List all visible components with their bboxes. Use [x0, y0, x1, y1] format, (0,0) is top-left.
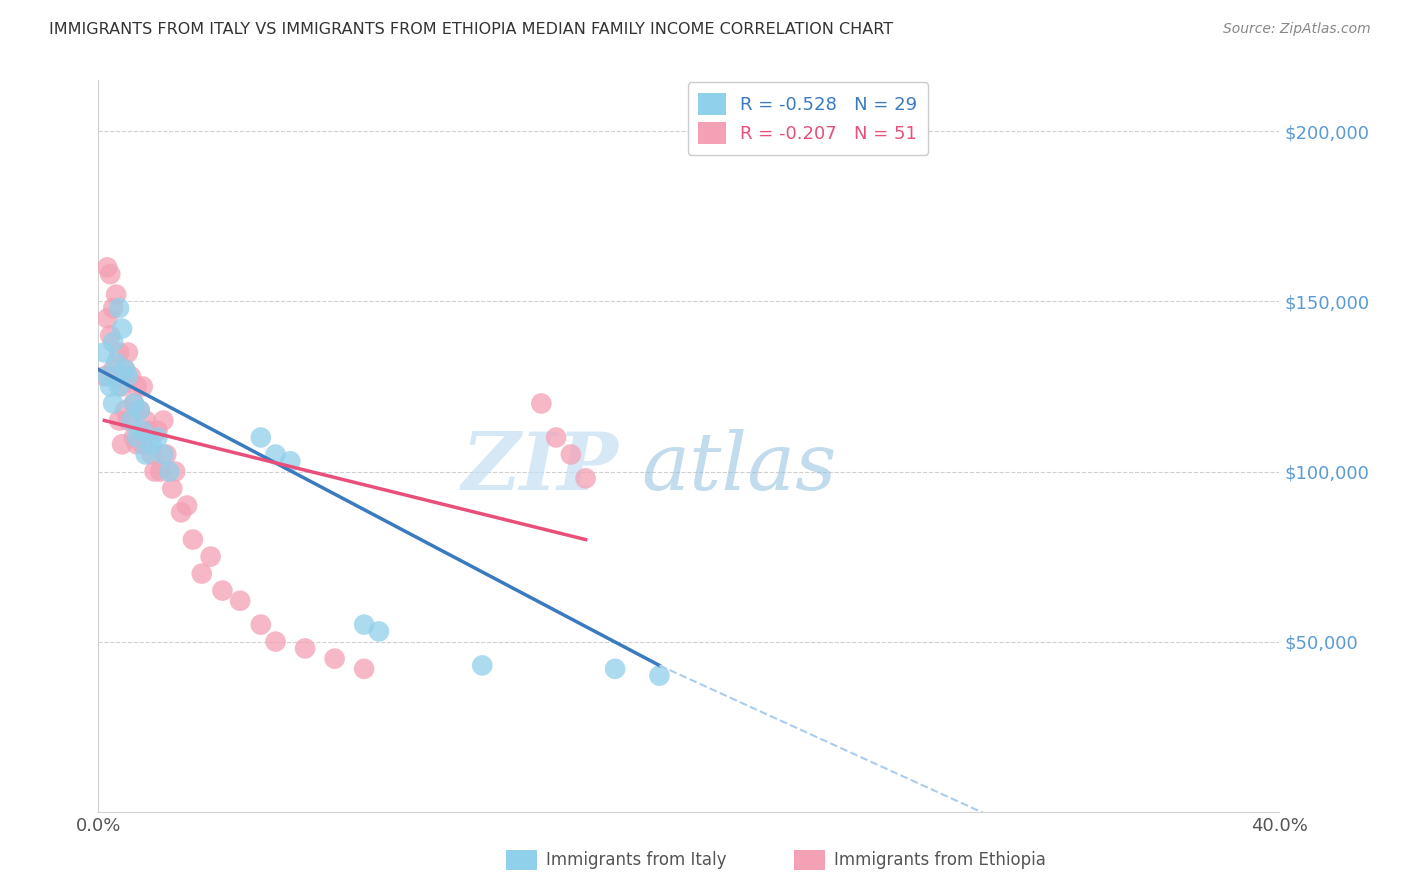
Point: [323, 651, 346, 665]
Point: [93, 369, 115, 384]
Text: Source: ZipAtlas.com: Source: ZipAtlas.com: [1223, 22, 1371, 37]
Point: [125, 430, 148, 444]
Text: Immigrants from Italy: Immigrants from Italy: [546, 851, 725, 869]
Point: [250, 617, 273, 632]
Point: [152, 448, 174, 462]
Point: [125, 437, 148, 451]
Text: atlas: atlas: [641, 429, 837, 507]
Point: [181, 533, 204, 547]
Point: [96, 369, 118, 384]
Point: [103, 301, 125, 316]
Point: [128, 403, 150, 417]
Point: [122, 396, 145, 410]
Point: [114, 403, 136, 417]
Text: Immigrants from Ethiopia: Immigrants from Ethiopia: [834, 851, 1046, 869]
Point: [211, 583, 233, 598]
Point: [108, 379, 131, 393]
Point: [353, 662, 375, 676]
Point: [132, 379, 155, 393]
Point: [648, 668, 671, 682]
Text: ZIP: ZIP: [461, 429, 619, 507]
Point: [165, 465, 187, 479]
Point: [138, 424, 160, 438]
Point: [120, 369, 142, 384]
Point: [605, 662, 627, 676]
Point: [170, 505, 193, 519]
Point: [108, 413, 131, 427]
Point: [108, 301, 131, 316]
Point: [132, 424, 155, 438]
Point: [264, 448, 287, 462]
Point: [98, 379, 121, 393]
Point: [546, 430, 568, 444]
Point: [111, 437, 134, 451]
Point: [103, 335, 125, 350]
Point: [122, 430, 145, 444]
Point: [250, 430, 273, 444]
Point: [135, 413, 157, 427]
Point: [229, 594, 252, 608]
Point: [117, 345, 139, 359]
Point: [191, 566, 214, 581]
Point: [122, 396, 145, 410]
Point: [93, 345, 115, 359]
Point: [146, 424, 169, 438]
Point: [108, 345, 131, 359]
Point: [155, 448, 177, 462]
Point: [111, 379, 134, 393]
Point: [176, 499, 198, 513]
Point: [96, 260, 118, 275]
Point: [143, 465, 166, 479]
Point: [132, 437, 155, 451]
Point: [157, 465, 180, 479]
Point: [105, 356, 128, 370]
Point: [560, 448, 582, 462]
Point: [128, 403, 150, 417]
Point: [471, 658, 494, 673]
Point: [162, 482, 183, 496]
Point: [575, 471, 598, 485]
Point: [114, 362, 136, 376]
Point: [98, 267, 121, 281]
Point: [141, 437, 163, 451]
Point: [125, 379, 148, 393]
Point: [111, 321, 134, 335]
Point: [96, 311, 118, 326]
Point: [294, 641, 316, 656]
Point: [105, 369, 128, 384]
Point: [149, 465, 172, 479]
Point: [264, 634, 287, 648]
Point: [200, 549, 222, 564]
Point: [103, 362, 125, 376]
Point: [353, 617, 375, 632]
Point: [120, 413, 142, 427]
Point: [105, 287, 128, 301]
Point: [368, 624, 391, 639]
Point: [152, 413, 174, 427]
Point: [280, 454, 302, 468]
Point: [103, 396, 125, 410]
Point: [530, 396, 553, 410]
Point: [117, 413, 139, 427]
Text: IMMIGRANTS FROM ITALY VS IMMIGRANTS FROM ETHIOPIA MEDIAN FAMILY INCOME CORRELATI: IMMIGRANTS FROM ITALY VS IMMIGRANTS FROM…: [49, 22, 893, 37]
Point: [146, 430, 169, 444]
Legend: R = -0.528   N = 29, R = -0.207   N = 51: R = -0.528 N = 29, R = -0.207 N = 51: [688, 82, 928, 155]
Point: [135, 448, 157, 462]
Point: [114, 362, 136, 376]
Point: [98, 328, 121, 343]
Point: [141, 448, 163, 462]
Point: [117, 369, 139, 384]
